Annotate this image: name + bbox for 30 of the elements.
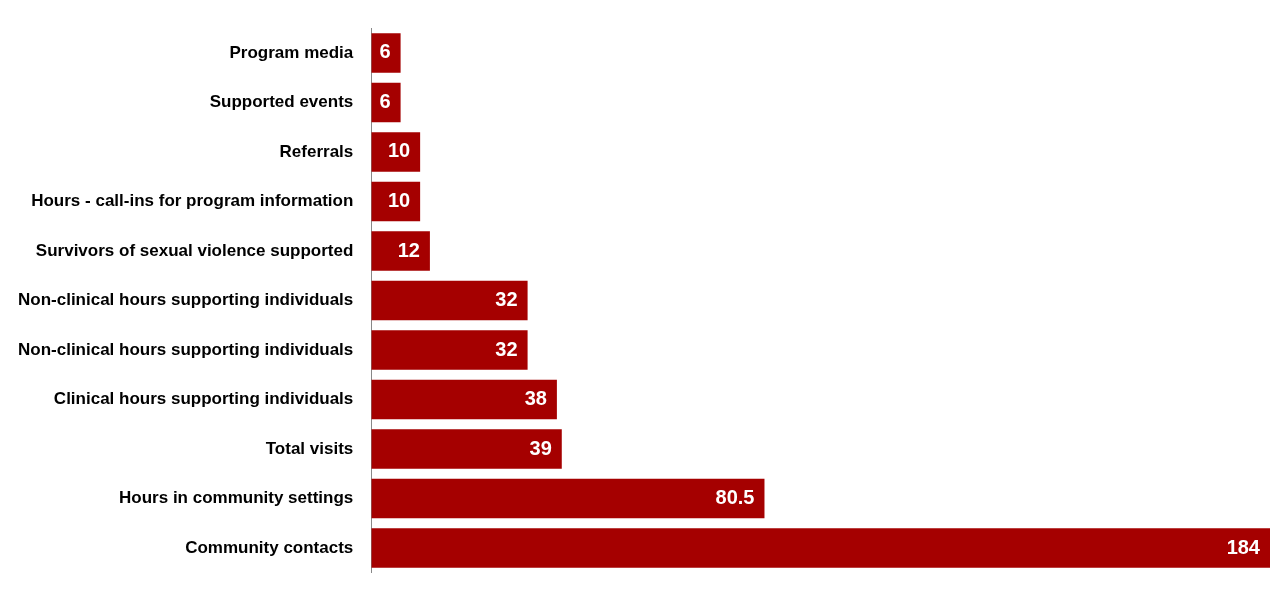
bar: [371, 280, 528, 321]
bar: [371, 231, 430, 271]
y-tick-label: Total visits: [265, 438, 354, 458]
bar: [371, 330, 528, 370]
data-label: 38: [524, 387, 547, 410]
data-label: 32: [495, 337, 518, 360]
y-tick-label: Survivors of sexual violence supported: [35, 240, 354, 260]
bar: [371, 478, 765, 519]
y-tick-label: Supported events: [209, 92, 354, 112]
y-tick-label: Hours in community settings: [119, 488, 354, 508]
y-tick-label: Clinical hours supporting individuals: [53, 389, 354, 409]
bar: [371, 379, 557, 420]
data-label: 10: [387, 189, 411, 211]
bar: [371, 33, 401, 73]
y-tick-label: Non-clinical hours supporting individuals: [18, 290, 354, 310]
data-label: 39: [529, 436, 552, 459]
y-tick-label: Non-clinical hours supporting individuals: [18, 339, 354, 359]
data-label: 80.5: [715, 486, 755, 509]
y-tick-label: Hours - call-ins for program information: [31, 191, 354, 211]
bar: [371, 528, 1270, 568]
data-label: 32: [495, 288, 518, 311]
data-label: 184: [1226, 535, 1261, 558]
bar: [371, 429, 562, 469]
data-label: 6: [379, 40, 391, 63]
data-label: 12: [397, 238, 420, 261]
data-label: 10: [387, 139, 411, 162]
data-label: 6: [379, 89, 391, 112]
y-tick-label: Community contacts: [185, 537, 354, 557]
y-tick-label: Program media: [229, 42, 354, 62]
y-tick-label: Referrals: [279, 141, 354, 161]
